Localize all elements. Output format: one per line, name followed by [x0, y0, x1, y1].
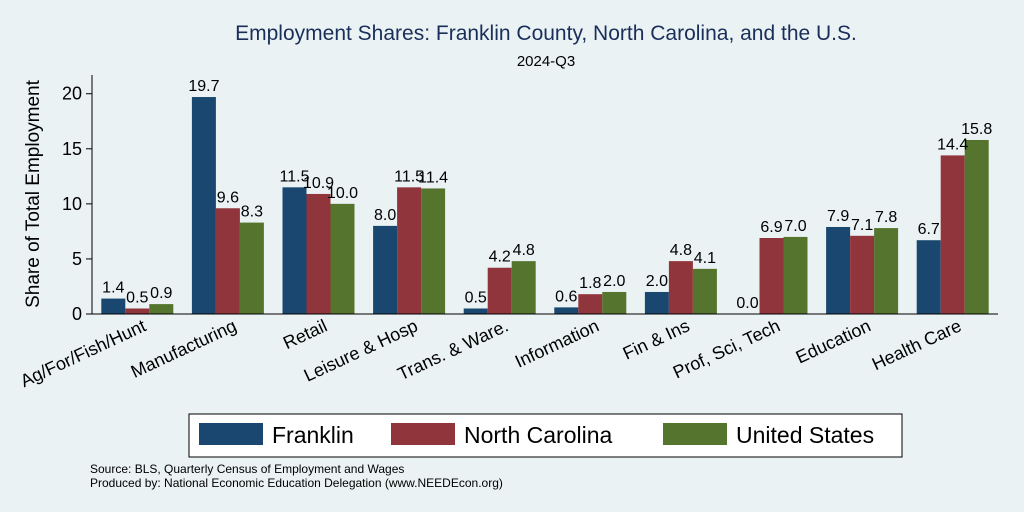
data-label: 11.5: [280, 168, 310, 185]
data-label: 11.5: [394, 168, 424, 185]
chart-title: Employment Shares: Franklin County, Nort…: [235, 22, 857, 45]
data-label: 14.4: [937, 136, 968, 153]
bar: [149, 304, 174, 314]
data-label: 4.2: [489, 249, 511, 266]
bar: [421, 188, 446, 314]
source-note: Source: BLS, Quarterly Census of Employm…: [90, 462, 404, 476]
produced-note: Produced by: National Economic Education…: [90, 476, 503, 490]
y-axis: 0 5 10 15 20: [62, 75, 93, 324]
data-labels: 1.40.5 0.919.79.68.311.510.910.08.011.511…: [102, 78, 992, 312]
bar: [668, 261, 693, 314]
bar: [487, 267, 512, 314]
data-label: 0.9: [150, 285, 172, 302]
y-tick-label: 20: [62, 84, 82, 104]
y-tick-label: 10: [62, 194, 82, 214]
bar: [644, 291, 669, 314]
bar: [940, 155, 965, 314]
y-tick-label: 0: [72, 304, 82, 324]
x-tick-label: Information: [512, 315, 602, 371]
legend-swatch: [663, 423, 727, 445]
data-label: 7.0: [784, 218, 806, 235]
bar: [826, 226, 851, 314]
y-tick-label: 15: [62, 139, 82, 159]
bar: [125, 308, 150, 314]
legend-swatch: [199, 423, 263, 445]
bar: [306, 193, 331, 314]
bars: [101, 97, 989, 314]
legend-swatch: [391, 423, 455, 445]
data-label: 7.8: [875, 209, 897, 226]
data-label: 0.0: [736, 295, 758, 312]
bar: [239, 222, 264, 314]
bar: [916, 240, 941, 314]
data-label: 11.4: [418, 169, 448, 186]
chart-subtitle: 2024-Q3: [517, 53, 575, 70]
data-label: 0.5: [126, 289, 148, 306]
data-label: 9.6: [217, 189, 239, 206]
legend-box: [188, 413, 903, 458]
data-label: 19.7: [188, 78, 219, 95]
x-tick-label: Fin & Ins: [620, 315, 693, 363]
bar: [101, 298, 126, 314]
data-label: 15.8: [961, 121, 992, 138]
bar: [397, 187, 422, 314]
bar: [783, 236, 808, 314]
data-label: 7.9: [827, 208, 849, 225]
data-label: 6.7: [918, 221, 940, 238]
data-label: 0.6: [555, 288, 577, 305]
y-tick-label: 5: [72, 249, 82, 269]
bar: [282, 187, 307, 314]
data-label: 8.0: [374, 207, 396, 224]
data-label: 7.1: [851, 217, 873, 234]
bar: [511, 261, 536, 314]
bar: [330, 203, 355, 314]
bar: [578, 294, 603, 314]
bar: [850, 235, 875, 314]
data-label: 4.8: [670, 242, 692, 259]
bar: [554, 307, 579, 314]
data-label: 2.0: [603, 273, 625, 290]
legend-label: United States: [736, 422, 874, 448]
data-label: 1.4: [102, 280, 124, 297]
data-label: 8.3: [241, 204, 263, 221]
x-tick-label: Ag/For/Fish/Hunt: [17, 315, 149, 391]
bar: [759, 238, 784, 314]
legend-label: North Carolina: [464, 422, 612, 448]
data-label: 10.9: [303, 175, 334, 192]
bar: [373, 225, 398, 314]
legend: Franklin North Carolina United States: [188, 413, 903, 458]
legend-label: Franklin: [272, 422, 354, 448]
data-label: 1.8: [579, 275, 601, 292]
data-label: 4.1: [694, 250, 716, 267]
bar: [463, 308, 488, 314]
data-label: 0.5: [465, 289, 487, 306]
bar: [602, 291, 627, 314]
bar: [692, 268, 717, 314]
bar: [191, 97, 216, 314]
x-tick-label: Education: [793, 315, 874, 367]
y-axis-title: Share of Total Employment: [23, 79, 44, 307]
data-label: 6.9: [760, 219, 782, 236]
bar: [874, 228, 899, 314]
data-label: 2.0: [646, 273, 668, 290]
x-tick-label: Retail: [280, 315, 330, 353]
data-label: 10.0: [327, 185, 358, 202]
x-tick-label: Health Care: [869, 315, 965, 374]
bar: [215, 208, 240, 314]
bar: [964, 139, 989, 314]
data-label: 4.8: [513, 242, 535, 259]
